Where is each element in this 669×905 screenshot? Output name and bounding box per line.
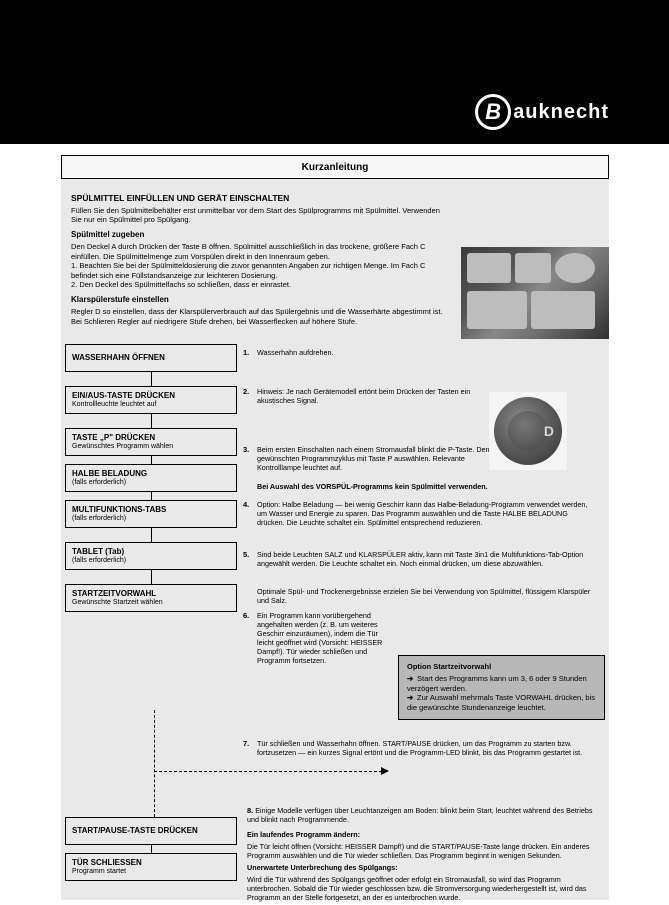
- delay-line1: ➔Start des Programms kann um 3, 6 oder 9…: [407, 674, 596, 694]
- notes-change-title: Ein laufendes Programm ändern:: [247, 830, 360, 839]
- flow-step-6-sub: (falls erforderlich): [72, 557, 230, 565]
- flow-step-7: STARTZEITVORWAHL Gewünschte Startzeit wä…: [65, 584, 237, 612]
- step-num-1: 1.: [243, 348, 249, 357]
- notes-area: 8. Einige Modelle verfügen über Leuchtan…: [247, 806, 597, 905]
- flow-step-1-label: WASSERHAHN ÖFFNEN: [72, 353, 230, 362]
- flow-step-5-label: MULTIFUNKTIONS-TABS: [72, 505, 230, 514]
- flow-step-2: EIN/AUS-TASTE DRÜCKEN Kontrollleuchte le…: [65, 386, 237, 414]
- step-num-6: 6.: [243, 611, 249, 620]
- side-text-7: Tür schließen und Wasserhahn öffnen. STA…: [257, 739, 597, 757]
- sub1-heading: Spülmittel zugeben: [71, 230, 599, 240]
- flowchart-bottom: START/PAUSE-TASTE DRÜCKEN TÜR SCHLIESSEN…: [65, 817, 237, 881]
- side-text-5b: Optimale Spül- und Trockenergebnisse erz…: [257, 587, 597, 605]
- dashed-connector-horizontal: [154, 771, 387, 772]
- step-num-4: 4.: [243, 500, 249, 509]
- header-banner: B auknecht: [0, 0, 669, 144]
- flow-step-4-label: HALBE BELADUNG: [72, 469, 230, 478]
- step-num-8: 8.: [247, 806, 253, 815]
- flow-step-5-sub: (falls erforderlich): [72, 515, 230, 523]
- flow-step-3: TASTE „P" DRÜCKEN Gewünschtes Programm w…: [65, 428, 237, 456]
- flow-step-7-label: STARTZEITVORWAHL: [72, 589, 230, 598]
- side-text-6: Ein Programm kann vorübergehend angehalt…: [257, 611, 392, 665]
- step-num-2: 2.: [243, 387, 249, 396]
- brand-logo: B auknecht: [475, 94, 609, 130]
- arrow-icon: ➔: [407, 693, 417, 703]
- flow-step-9-label: TÜR SCHLIESSEN: [72, 858, 230, 867]
- content-panel: Kurzanleitung SPÜLMITTEL EINFÜLLEN UND G…: [61, 155, 609, 900]
- flow-step-5: MULTIFUNKTIONS-TABS (falls erforderlich): [65, 500, 237, 528]
- knob-photo: D: [489, 392, 567, 470]
- flow-step-9-sub: Programm startet: [72, 868, 230, 876]
- flow-step-2-label: EIN/AUS-TASTE DRÜCKEN: [72, 391, 230, 400]
- flow-step-4: HALBE BELADUNG (falls erforderlich): [65, 464, 237, 492]
- notes-change: Die Tür leicht öffnen (Vorsicht: HEISSER…: [247, 842, 597, 860]
- side-text-8: Einige Modelle verfügen über Leuchtanzei…: [247, 806, 593, 824]
- step-num-5: 5.: [243, 550, 249, 559]
- flow-step-4-sub: (falls erforderlich): [72, 479, 230, 487]
- flow-step-6: TABLET (Tab) (falls erforderlich): [65, 542, 237, 570]
- notes-interrupt: Wird die Tür während des Spülgangs geöff…: [247, 875, 597, 902]
- side-text-1: Wasserhahn aufdrehen.: [257, 348, 497, 357]
- flow-step-6-label: TABLET (Tab): [72, 547, 230, 556]
- dashed-connector-vertical: [154, 710, 155, 817]
- side-text-4: Option: Halbe Beladung — bei wenig Gesch…: [257, 500, 597, 527]
- side-text-3: Beim ersten Einschalten nach einem Strom…: [257, 445, 497, 472]
- page-title: Kurzanleitung: [61, 155, 609, 179]
- step-num-7: 7.: [243, 739, 249, 748]
- delay-line2: ➔Zur Auswahl mehrmals Taste VORWAHL drüc…: [407, 693, 596, 713]
- delay-title: Option Startzeitvorwahl: [407, 662, 596, 672]
- sub1-note1: 1. Beachten Sie bei der Spülmitteldosier…: [71, 261, 451, 280]
- intro-text: Füllen Sie den Spülmittelbehälter erst u…: [71, 206, 451, 225]
- dispenser-photo: [461, 247, 609, 339]
- side-text-2: Hinweis: Je nach Gerätemodell ertönt bei…: [257, 387, 497, 405]
- sub1-text: Den Deckel A durch Drücken der Taste B ö…: [71, 242, 451, 261]
- side-text-3b: Bei Auswahl des VORSPÜL-Programms kein S…: [257, 482, 557, 491]
- flow-step-1: WASSERHAHN ÖFFNEN: [65, 344, 237, 372]
- side-text-5: Sind beide Leuchten SALZ und KLARSPÜLER …: [257, 550, 597, 568]
- flow-step-8-label: START/PAUSE-TASTE DRÜCKEN: [72, 826, 230, 835]
- flow-step-3-sub: Gewünschtes Programm wählen: [72, 443, 230, 451]
- sub2-text: Regler D so einstellen, dass der Klarspü…: [71, 307, 451, 326]
- delay-option-box: Option Startzeitvorwahl ➔Start des Progr…: [398, 655, 605, 720]
- step-num-3: 3.: [243, 445, 249, 454]
- intro-heading: SPÜLMITTEL EINFÜLLEN UND GERÄT EINSCHALT…: [71, 193, 599, 204]
- sub1-note2: 2. Den Deckel des Spülmittelfachs so sch…: [71, 280, 451, 289]
- flow-step-2-sub: Kontrollleuchte leuchtet auf: [72, 401, 230, 409]
- brand-name: auknecht: [513, 101, 609, 124]
- flow-step-3-label: TASTE „P" DRÜCKEN: [72, 433, 230, 442]
- arrow-icon: ➔: [407, 674, 417, 684]
- flowchart: WASSERHAHN ÖFFNEN EIN/AUS-TASTE DRÜCKEN …: [65, 344, 237, 612]
- notes-interrupt-title: Unerwartete Unterbrechung des Spülgangs:: [247, 863, 398, 872]
- flow-step-7-sub: Gewünschte Startzeit wählen: [72, 599, 230, 607]
- flow-step-8: START/PAUSE-TASTE DRÜCKEN: [65, 817, 237, 845]
- brand-initial: B: [475, 94, 511, 130]
- flow-step-9: TÜR SCHLIESSEN Programm startet: [65, 853, 237, 881]
